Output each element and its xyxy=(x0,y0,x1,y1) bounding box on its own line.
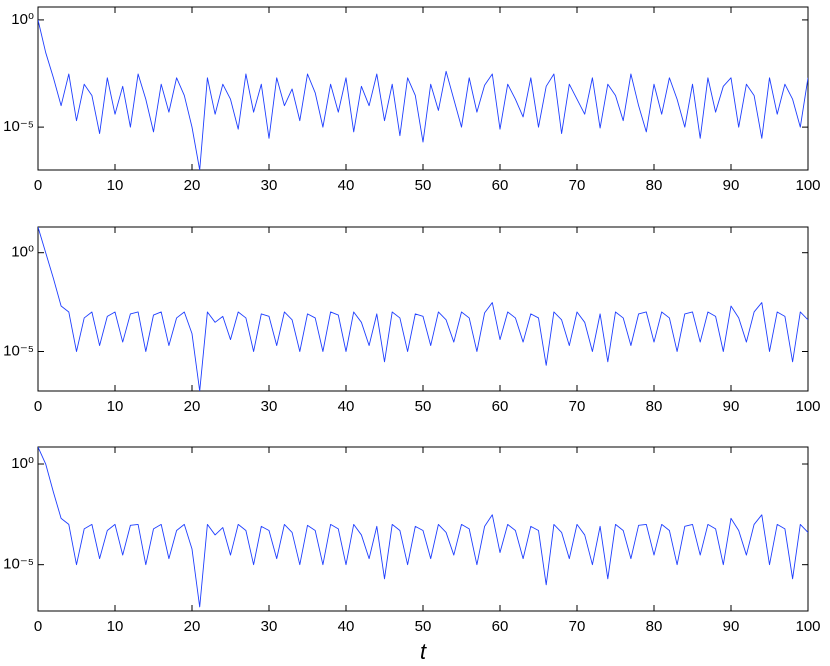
plot-frame xyxy=(37,226,809,392)
x-tick-label: 20 xyxy=(184,177,201,194)
x-tick-label: 70 xyxy=(569,177,586,194)
x-tick-label: 40 xyxy=(338,398,355,415)
x-tick-label: 60 xyxy=(492,618,509,635)
y-tick-label: 10⁻⁵ xyxy=(3,118,34,135)
x-tick-label: 40 xyxy=(338,177,355,194)
x-tick-label: 50 xyxy=(415,398,432,415)
x-tick-label: 100 xyxy=(795,398,820,415)
x-tick-label: 80 xyxy=(646,618,663,635)
x-tick-label: 50 xyxy=(415,618,432,635)
x-tick-label: 0 xyxy=(34,177,42,194)
x-tick-label: 70 xyxy=(569,398,586,415)
y-tick-label: 10⁰ xyxy=(11,244,34,261)
signal-line xyxy=(38,19,808,170)
signal-line xyxy=(38,447,808,608)
x-tick-label: 60 xyxy=(492,177,509,194)
x-tick-label: 0 xyxy=(34,398,42,415)
x-tick-label: 30 xyxy=(261,618,278,635)
x-tick-label: 50 xyxy=(415,177,432,194)
x-tick-label: 70 xyxy=(569,618,586,635)
x-tick-label: 10 xyxy=(107,618,124,635)
y-tick-label: 10⁻⁵ xyxy=(3,342,34,359)
x-axis-label: t xyxy=(420,639,427,664)
x-tick-label: 20 xyxy=(184,398,201,415)
x-tick-label: 20 xyxy=(184,618,201,635)
signal-line xyxy=(38,227,808,391)
x-tick-label: 90 xyxy=(723,177,740,194)
plot-frame xyxy=(37,6,809,171)
x-tick-label: 90 xyxy=(723,398,740,415)
x-tick-label: 60 xyxy=(492,398,509,415)
panel: 0 10 20 30 40 50 60 70 80 90 100 10⁻⁵ 10⁰ xyxy=(3,6,821,194)
panel: 0 10 20 30 40 50 60 70 80 90 100 10⁻⁵ 10⁰ t xyxy=(3,446,821,664)
panel: 0 10 20 30 40 50 60 70 80 90 100 10⁻⁵ 10⁰ xyxy=(3,226,821,415)
x-tick-label: 80 xyxy=(646,398,663,415)
x-tick-label: 10 xyxy=(107,177,124,194)
x-tick-label: 10 xyxy=(107,398,124,415)
x-tick-label: 30 xyxy=(261,398,278,415)
y-tick-label: 10⁻⁵ xyxy=(3,556,34,573)
x-tick-label: 40 xyxy=(338,618,355,635)
x-tick-label: 30 xyxy=(261,177,278,194)
y-tick-label: 10⁰ xyxy=(11,11,34,28)
x-tick-label: 0 xyxy=(34,618,42,635)
x-tick-label: 90 xyxy=(723,618,740,635)
x-tick-label: 100 xyxy=(795,177,820,194)
x-tick-label: 80 xyxy=(646,177,663,194)
y-tick-label: 10⁰ xyxy=(11,455,34,472)
x-tick-label: 100 xyxy=(795,618,820,635)
